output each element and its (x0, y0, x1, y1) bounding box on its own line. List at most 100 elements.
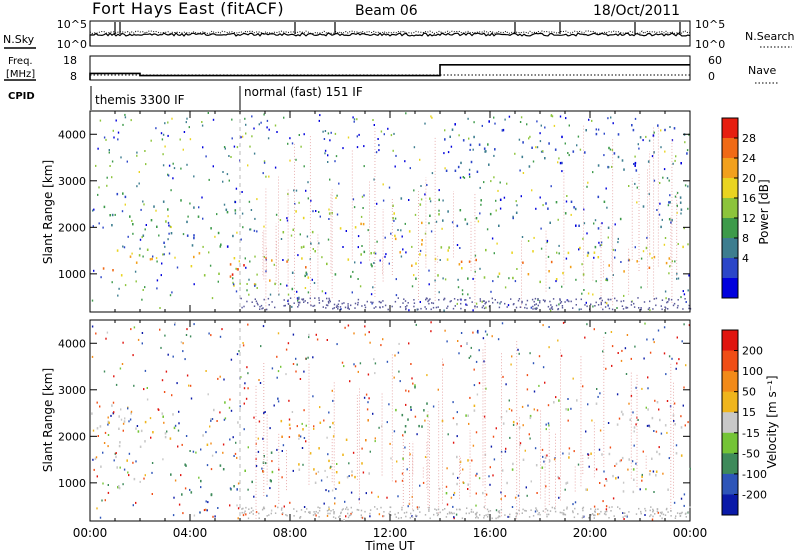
echo-cell (680, 208, 683, 211)
echo-cell (675, 367, 677, 370)
echo-cell (328, 212, 331, 215)
echo-cell (640, 307, 642, 309)
echo-cell (303, 409, 305, 412)
echo-cell (635, 513, 638, 515)
echo-cell (136, 185, 138, 188)
echo-cell (651, 416, 654, 420)
echo-cell (526, 299, 529, 302)
echo-cell (542, 204, 544, 207)
echo-cell (252, 509, 254, 512)
echo-cell (562, 513, 564, 516)
echo-cell (91, 412, 93, 415)
echo-cell (687, 511, 690, 513)
echo-cell (112, 401, 115, 404)
echo-cell (479, 186, 481, 189)
echo-cell (647, 408, 649, 411)
echo-cell (258, 379, 260, 381)
echo-cell (421, 425, 423, 428)
echo-cell (611, 345, 614, 348)
echo-cell (291, 411, 294, 413)
echo-cell (467, 483, 469, 486)
echo-cell (444, 129, 446, 132)
echo-cell (501, 322, 504, 325)
echo-cell (300, 145, 302, 148)
echo-cell (605, 505, 608, 508)
echo-cell (353, 118, 356, 121)
echo-cell (674, 260, 676, 263)
echo-cell (632, 468, 635, 471)
power-heatmap (91, 111, 692, 312)
echo-cell (514, 496, 517, 499)
echo-cell (651, 457, 653, 460)
echo-cell (371, 491, 373, 494)
echo-cell (334, 497, 336, 500)
echo-cell (375, 151, 378, 154)
echo-cell (375, 306, 377, 308)
echo-cell (178, 410, 180, 413)
echo-cell (347, 307, 349, 310)
echo-cell (164, 122, 166, 125)
colorbar-segment (722, 218, 738, 239)
echo-cell (185, 435, 188, 437)
echo-cell (277, 397, 279, 400)
echo-cell (240, 136, 242, 139)
echo-cell (436, 514, 439, 517)
echo-cell (145, 224, 147, 226)
echo-cell (634, 155, 636, 158)
echo-cell (652, 509, 655, 512)
echo-cell (614, 223, 616, 226)
echo-cell (401, 506, 403, 509)
echo-cell (212, 118, 215, 121)
echo-cell (370, 252, 372, 255)
colorbar-segment (722, 371, 738, 393)
echo-cell (603, 132, 605, 135)
echo-cell (229, 504, 231, 507)
echo-cell (360, 261, 362, 264)
echo-cell (118, 287, 120, 290)
echo-cell (314, 250, 316, 253)
echo-cell (350, 512, 352, 515)
echo-cell (360, 215, 363, 218)
echo-cell (92, 209, 94, 212)
echo-cell (122, 483, 124, 486)
echo-cell (633, 430, 635, 433)
echo-cell (512, 424, 515, 426)
echo-cell (614, 297, 616, 300)
echo-cell (483, 506, 485, 508)
echo-cell (544, 157, 546, 160)
echo-cell (322, 300, 324, 302)
echo-cell (282, 512, 284, 514)
echo-cell (567, 299, 569, 302)
echo-cell (399, 306, 402, 308)
colorbar-segment (722, 432, 738, 454)
echo-cell (587, 457, 590, 459)
echo-cell (488, 475, 490, 478)
echo-cell (531, 189, 533, 192)
echo-cell (602, 350, 604, 353)
echo-cell (444, 278, 447, 281)
echo-cell (281, 435, 283, 438)
echo-cell (326, 514, 329, 517)
echo-cell (467, 414, 469, 417)
echo-cell (492, 435, 495, 438)
echo-cell (163, 241, 165, 244)
echo-cell (295, 370, 297, 373)
echo-cell (493, 252, 495, 255)
echo-cell (331, 489, 334, 492)
date-title: 18/Oct/2011 (593, 3, 680, 19)
echo-cell (128, 420, 130, 423)
echo-cell (223, 418, 226, 421)
echo-cell (581, 507, 584, 510)
echo-cell (414, 415, 417, 418)
echo-cell (261, 508, 264, 511)
echo-cell (289, 297, 292, 299)
echo-cell (105, 138, 107, 141)
echo-cell (394, 237, 397, 241)
echo-cell (682, 404, 684, 407)
echo-cell (467, 277, 469, 280)
echo-cell (511, 506, 514, 508)
echo-cell (645, 406, 647, 409)
echo-cell (482, 491, 484, 495)
echo-cell (493, 154, 495, 157)
echo-cell (669, 201, 671, 204)
